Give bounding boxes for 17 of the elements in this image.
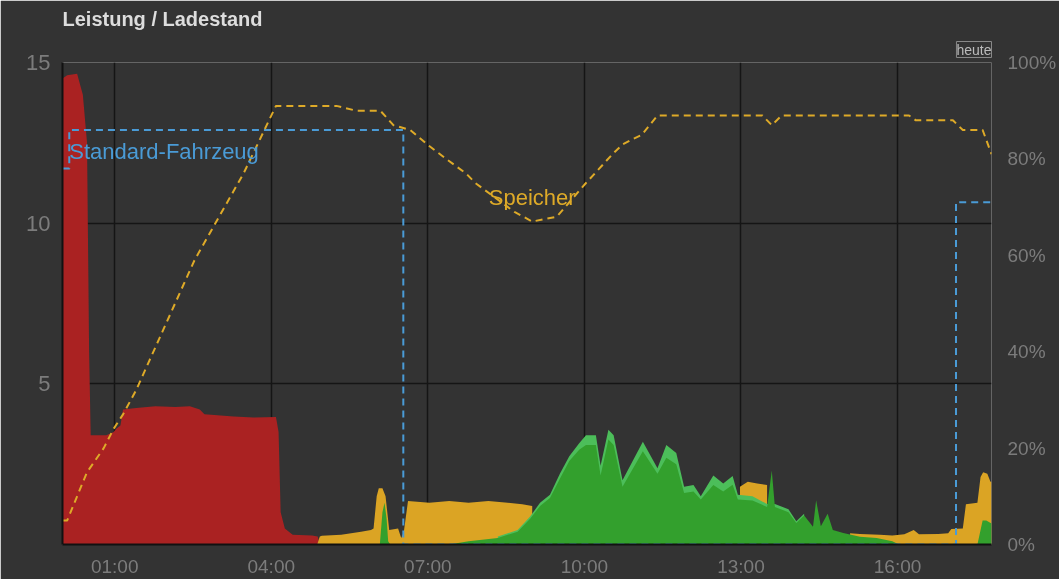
y-tick-label: 5 <box>38 371 51 397</box>
y-tick-label: 15 <box>26 50 51 75</box>
y2-tick-label: 60% <box>1007 244 1046 266</box>
y2-tick-label: 100% <box>1007 52 1057 73</box>
chart-title: Leistung / Ladestand <box>62 7 263 30</box>
y2-tick-label: 20% <box>1007 437 1046 459</box>
x-tick-label: 01:00 <box>90 555 139 577</box>
y2-tick-label: 80% <box>1007 148 1046 170</box>
x-tick-label: 10:00 <box>560 555 609 577</box>
x-tick-label: 13:00 <box>717 555 765 577</box>
text: heute <box>956 41 992 58</box>
x-tick-label: 16:00 <box>873 555 922 577</box>
y2-tick-label: 0% <box>1007 534 1036 555</box>
x-tick-label: 07:00 <box>404 555 452 577</box>
y-tick-label: 10 <box>26 210 51 236</box>
x-tick-label: 04:00 <box>247 555 296 577</box>
y2-tick-label: 40% <box>1007 341 1046 363</box>
